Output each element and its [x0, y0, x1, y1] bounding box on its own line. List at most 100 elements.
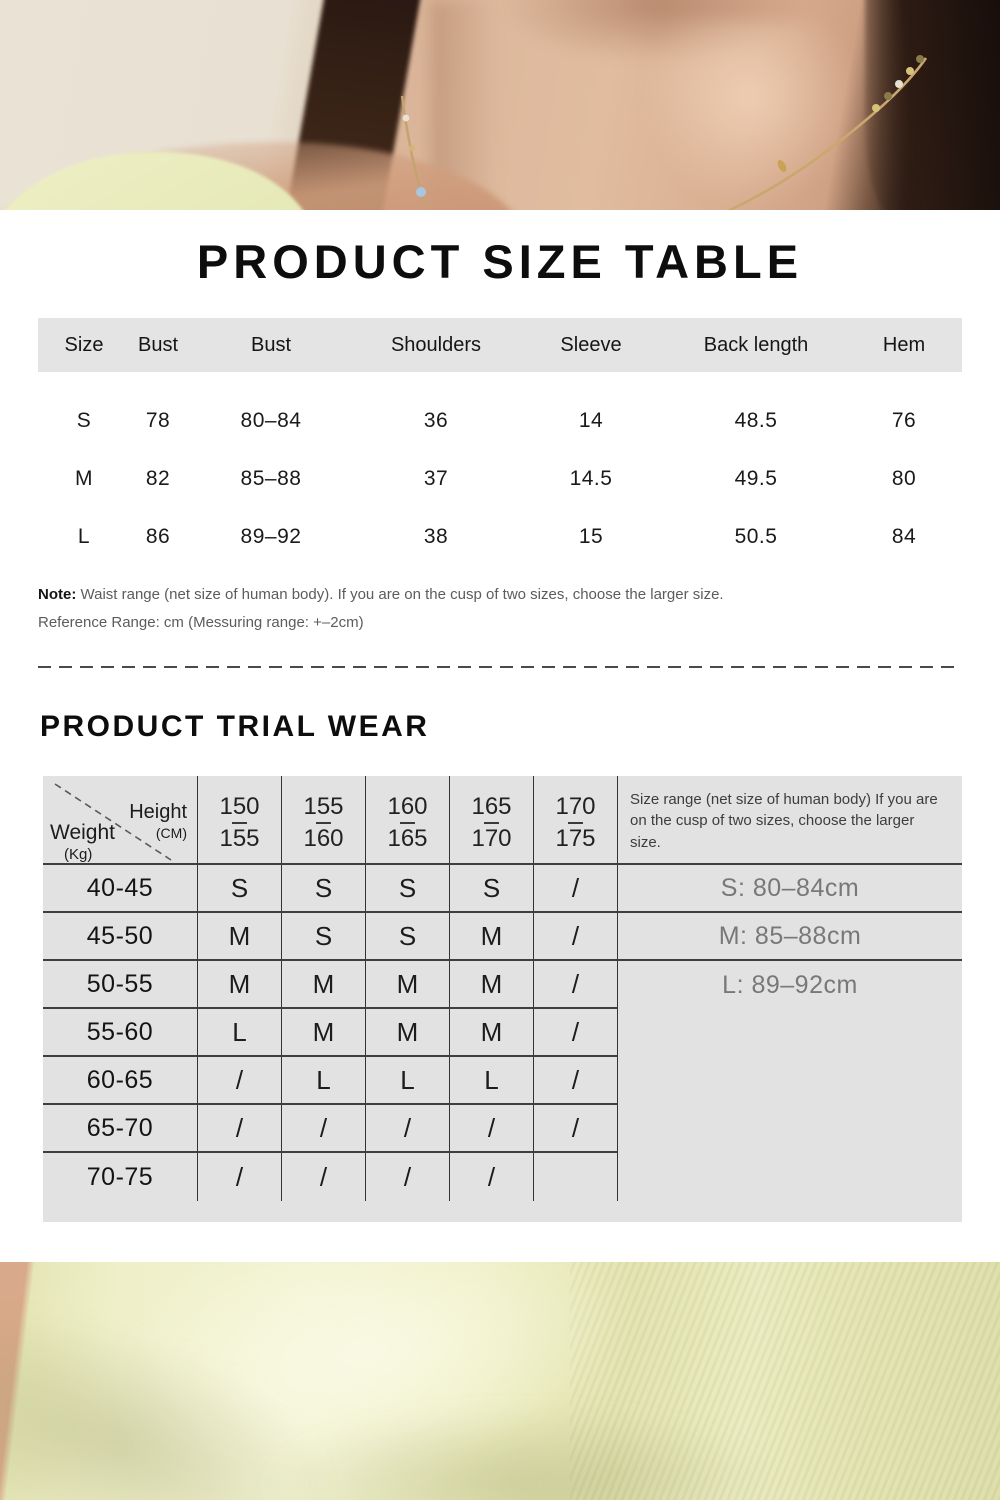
- size-cell: 80: [891, 467, 917, 490]
- trial-cell: S: [281, 865, 365, 913]
- size-row-l: L 86 89–92 38 15 50.5 84: [38, 508, 962, 566]
- reference-note: Reference Range: cm (Messuring range: +–…: [38, 614, 364, 631]
- trial-cell: M: [197, 913, 281, 961]
- size-cell: 15: [578, 525, 604, 548]
- corner-cm-unit: (CM): [155, 825, 187, 841]
- trial-cell: L: [197, 1009, 281, 1057]
- corner-weight-label: Weight: [50, 821, 115, 844]
- size-cell: 36: [423, 409, 449, 432]
- weight-row-label: 40-45: [43, 865, 197, 913]
- height-column-header: 160 165: [365, 776, 449, 865]
- height-to: 170: [471, 825, 512, 852]
- trial-cell: M: [365, 1009, 449, 1057]
- dashed-divider: [38, 666, 962, 668]
- size-range-list: S: 80–84cm M: 85–88cm L: 89–92cm: [617, 865, 962, 1201]
- corner-height-label: Height: [129, 801, 187, 823]
- range-dash: [400, 822, 415, 824]
- note-line: Note: Waist range (net size of human bod…: [38, 586, 724, 603]
- size-cell: 82: [145, 467, 171, 490]
- range-dash: [484, 822, 499, 824]
- size-cell: 76: [891, 409, 917, 432]
- trial-cell: M: [281, 1009, 365, 1057]
- column-header-back-length: Back length: [703, 333, 809, 356]
- size-cell: 84: [891, 525, 917, 548]
- trial-cell: S: [281, 913, 365, 961]
- size-cell: 38: [423, 525, 449, 548]
- model-neck-photo: [0, 0, 1000, 210]
- trial-cell: M: [449, 961, 533, 1009]
- trial-cell: L: [281, 1057, 365, 1105]
- trial-cell: S: [449, 865, 533, 913]
- necklace-graphic: [400, 55, 928, 210]
- weight-row-label: 50-55: [43, 961, 197, 1009]
- height-to: 155: [219, 825, 260, 852]
- trial-cell: /: [533, 913, 617, 961]
- size-cell: 49.5: [734, 467, 778, 490]
- trial-cell: /: [533, 1009, 617, 1057]
- height-from: 155: [303, 792, 344, 820]
- trial-cell: M: [449, 913, 533, 961]
- size-table-body: S 78 80–84 36 14 48.5 76 M 82 85–88 37 1…: [38, 392, 962, 566]
- trial-cell: /: [365, 1153, 449, 1201]
- corner-kg-unit: (Kg): [64, 846, 93, 863]
- page-title: PRODUCT SIZE TABLE: [196, 235, 804, 288]
- trial-cell: /: [197, 1105, 281, 1153]
- trial-cell: /: [533, 865, 617, 913]
- note-text: Waist range (net size of human body). If…: [80, 586, 724, 603]
- trial-cell: [533, 1153, 617, 1201]
- trial-cell: /: [533, 1057, 617, 1105]
- range-dash: [232, 822, 247, 824]
- trial-cell: /: [197, 1057, 281, 1105]
- weight-row-label: 55-60: [43, 1009, 197, 1057]
- fabric-bottom-shadow: [240, 1400, 800, 1500]
- size-cell: 89–92: [240, 525, 302, 548]
- trial-cell: L: [449, 1057, 533, 1105]
- size-range-m: M: 85–88cm: [618, 913, 962, 961]
- size-cell: M: [75, 467, 93, 490]
- column-header-hem: Hem: [882, 333, 926, 356]
- size-cell: 80–84: [240, 409, 302, 432]
- fabric-detail-photo: [0, 1262, 1000, 1500]
- column-header-size: Size: [64, 333, 104, 356]
- size-row-s: S 78 80–84 36 14 48.5 76: [38, 392, 962, 450]
- note-label: Note:: [38, 586, 77, 603]
- weight-row-label: 70-75: [86, 1162, 154, 1191]
- section-title-trial-wear: PRODUCT TRIAL WEAR: [40, 710, 430, 743]
- height-column-header: 150 155: [197, 776, 281, 865]
- weight-height-corner-cell: Height (CM) Weight (Kg): [43, 776, 197, 865]
- trial-cell: /: [197, 1153, 281, 1201]
- height-from: 150: [219, 792, 260, 820]
- trial-cell: /: [281, 1153, 365, 1201]
- weight-row-label: 60-65: [43, 1057, 197, 1105]
- height-from: 160: [387, 792, 428, 820]
- size-cell: 14.5: [569, 467, 613, 490]
- size-cell: S: [76, 409, 92, 432]
- trial-cell: M: [365, 961, 449, 1009]
- trial-wear-table: Height (CM) Weight (Kg) 150 155 155 160 16…: [43, 776, 962, 1222]
- size-cell: 50.5: [734, 525, 778, 548]
- height-from: 165: [471, 792, 512, 820]
- trial-cell: S: [365, 865, 449, 913]
- size-range-l: L: 89–92cm: [722, 970, 858, 999]
- size-cell: 37: [423, 467, 449, 490]
- weight-row-label: 45-50: [43, 913, 197, 961]
- size-cell: 85–88: [240, 467, 302, 490]
- height-column-header: 165 170: [449, 776, 533, 865]
- size-cell: 14: [578, 409, 604, 432]
- size-cell: 86: [145, 525, 171, 548]
- column-header-bust-1: Bust: [137, 333, 179, 356]
- size-cell: L: [77, 525, 91, 548]
- column-header-bust-2: Bust: [250, 333, 292, 356]
- trial-cell: /: [365, 1105, 449, 1153]
- size-cell: 78: [145, 409, 171, 432]
- trial-cell: S: [365, 913, 449, 961]
- height-column-header: 155 160: [281, 776, 365, 865]
- column-header-shoulders: Shoulders: [390, 333, 482, 356]
- height-to: 160: [303, 825, 344, 852]
- height-column-header: 170 175: [533, 776, 617, 865]
- trial-cell: /: [449, 1105, 533, 1153]
- range-dash: [568, 822, 583, 824]
- trial-cell: M: [281, 961, 365, 1009]
- trial-cell: /: [533, 961, 617, 1009]
